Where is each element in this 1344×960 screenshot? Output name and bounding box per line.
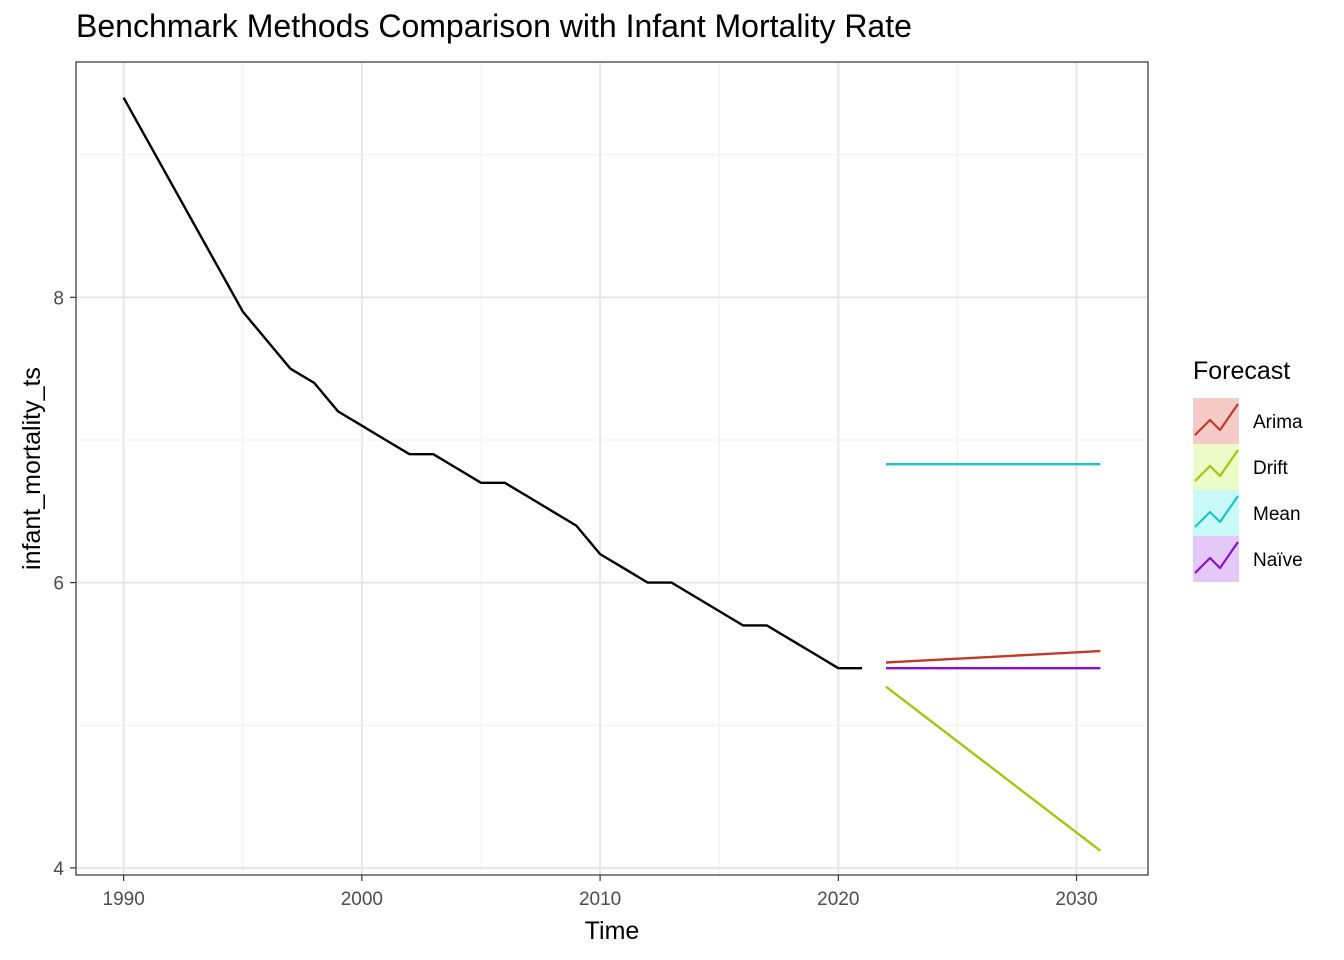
legend-item: Mean xyxy=(1193,490,1301,536)
x-tick-label: 2030 xyxy=(1055,889,1097,910)
y-tick-label: 4 xyxy=(53,859,64,880)
legend-key-background xyxy=(1193,536,1239,582)
series-line-drift xyxy=(885,685,1102,852)
plot-lines xyxy=(122,97,1102,852)
legend-key-background xyxy=(1193,444,1239,490)
legend: Forecast Arima Drift Mean Naïve xyxy=(1193,357,1303,582)
axes: 1990 2000 2010 2020 2030 4 6 8 xyxy=(53,288,1097,910)
chart-title: Benchmark Methods Comparison with Infant… xyxy=(76,8,912,44)
y-tick-label: 8 xyxy=(53,288,64,309)
legend-label: Arima xyxy=(1253,412,1303,433)
legend-key-line xyxy=(1194,403,1239,436)
x-tick-label: 1990 xyxy=(103,889,145,910)
legend-item: Naïve xyxy=(1193,536,1303,582)
legend-key-background xyxy=(1193,490,1239,536)
x-axis-title: Time xyxy=(585,917,640,945)
legend-key-background xyxy=(1193,398,1239,444)
x-tick-label: 2010 xyxy=(579,889,621,910)
legend-key-line xyxy=(1194,449,1239,482)
panel-border xyxy=(75,61,1149,876)
legend-key-line xyxy=(1194,495,1239,528)
legend-key-line xyxy=(1194,541,1239,574)
grid xyxy=(76,62,1148,875)
series-line-arima xyxy=(885,649,1101,664)
x-tick-label: 2000 xyxy=(341,889,383,910)
series-line-observed xyxy=(122,97,863,670)
legend-title: Forecast xyxy=(1193,357,1290,385)
legend-label: Mean xyxy=(1253,504,1301,525)
y-tick-label: 6 xyxy=(53,574,64,595)
legend-item: Arima xyxy=(1193,398,1303,444)
y-axis-title: infant_mortality_ts xyxy=(18,367,46,570)
legend-label: Naïve xyxy=(1253,550,1303,571)
x-tick-label: 2020 xyxy=(817,889,859,910)
legend-label: Drift xyxy=(1253,458,1289,479)
legend-items: Arima Drift Mean Naïve xyxy=(1193,398,1303,582)
legend-item: Drift xyxy=(1193,444,1289,490)
